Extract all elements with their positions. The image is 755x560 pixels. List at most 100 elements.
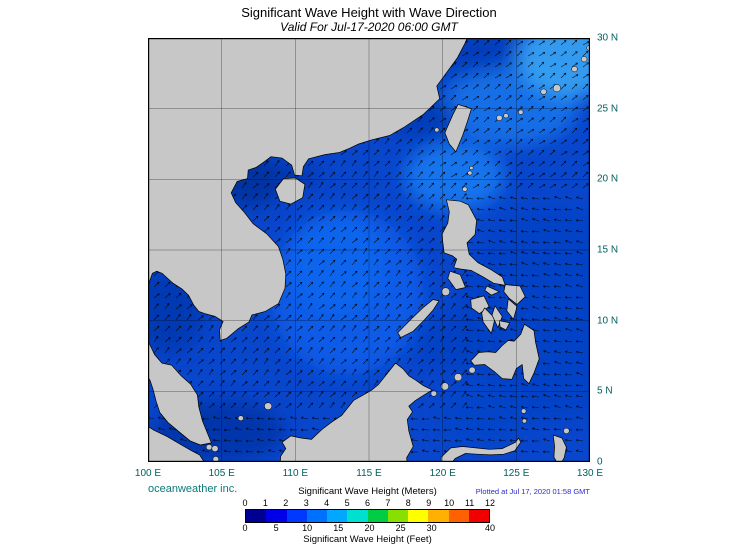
chart-title: Significant Wave Height with Wave Direct…	[241, 5, 497, 20]
colorbar-meters-tick: 6	[364, 498, 371, 508]
land-hainan	[275, 177, 306, 205]
land-layer	[137, 29, 593, 471]
colorbar-segment	[387, 510, 408, 522]
colorbar-meters-tick: 5	[344, 498, 350, 508]
y-axis-label: 30 N	[597, 32, 619, 44]
map-area	[137, 29, 593, 471]
x-axis-label: 110 E	[282, 468, 308, 479]
colorbar-segment	[468, 510, 489, 522]
small-island	[205, 444, 213, 451]
colorbar-title-meters: Significant Wave Height (Meters)	[298, 486, 437, 497]
x-axis-label: 100 E	[134, 468, 162, 479]
colorbar-meters-tick: 7	[385, 498, 391, 508]
small-island	[430, 390, 437, 397]
small-island	[462, 186, 468, 192]
colorbar-feet-tick: 10	[302, 523, 313, 533]
small-island	[521, 408, 527, 414]
colorbar-segment	[347, 510, 368, 522]
x-axis: 100 E 105 E 110 E 115 E 120 E 125 E 130 E	[135, 468, 603, 482]
colorbar-meters-tick: 11	[464, 498, 475, 508]
colorbar-segment	[428, 510, 449, 522]
colorbar-meters-ticks: 0 1 2 3 4 5 6 7 8 9 10 11 12	[242, 498, 495, 509]
land-sulawesi_north	[440, 437, 522, 469]
land-mainland_asia	[137, 29, 472, 446]
colorbar-gradient-bar	[245, 509, 490, 523]
colorbar-meters-tick: 10	[444, 498, 455, 508]
small-island	[454, 373, 463, 382]
small-island	[521, 418, 527, 424]
x-axis-label: 120 E	[429, 468, 456, 479]
land-taiwan	[444, 104, 472, 153]
colorbar-feet-tick: 15	[333, 523, 344, 533]
colorbar-meters-tick: 2	[283, 498, 289, 508]
small-island	[434, 127, 440, 133]
land-mindoro	[447, 270, 466, 290]
land-borneo	[279, 362, 433, 471]
land-palawan	[397, 299, 440, 338]
small-island	[496, 114, 503, 121]
colorbar-segment	[306, 510, 327, 522]
colorbar-feet-tick: 5	[273, 523, 279, 533]
colorbar-meters-tick: 12	[484, 498, 496, 508]
land-mindanao	[470, 323, 540, 384]
grid-lines	[148, 38, 590, 462]
land-leyte	[506, 298, 518, 320]
y-axis-label: 15 N	[597, 244, 619, 256]
x-axis-label: 125 E	[503, 468, 530, 479]
y-axis-label: 10 N	[597, 315, 619, 327]
colorbar-feet-tick: 25	[395, 523, 406, 533]
land-masbate	[484, 285, 500, 296]
colorbar-segment	[448, 510, 469, 522]
colorbar-segment	[367, 510, 388, 522]
y-axis: 30 N 25 N 20 N 15 N 10 N 5 N 0	[597, 33, 642, 468]
colorbar-segment	[327, 510, 348, 522]
small-island	[518, 109, 524, 115]
map-border	[147, 37, 591, 463]
colorbar-feet-tick: 30	[426, 523, 437, 533]
small-island	[440, 382, 449, 391]
colorbar-title-feet: Significant Wave Height (Feet)	[303, 534, 432, 545]
x-axis-label: 105 E	[208, 468, 235, 479]
y-axis-label: 25 N	[597, 103, 619, 115]
small-island	[264, 402, 273, 410]
colorbar-meters-tick: 8	[405, 498, 411, 508]
x-axis-label: 115 E	[356, 468, 382, 479]
colorbar-feet-tick: 40	[484, 523, 496, 533]
colorbar-meters-tick: 1	[262, 498, 268, 508]
land-luzon	[441, 199, 506, 286]
small-island	[571, 66, 578, 73]
small-island	[211, 445, 219, 452]
y-axis-label: 5 N	[597, 385, 613, 397]
y-axis-label: 20 N	[597, 173, 619, 185]
small-island	[503, 113, 509, 119]
land-samar	[503, 284, 526, 305]
land-bohol	[499, 320, 511, 331]
colorbar-feet-ticks: 0 5 10 15 20 25 30 40	[242, 523, 495, 534]
colorbar-meters-tick: 9	[426, 498, 432, 508]
x-axis-label: 130 E	[576, 468, 604, 479]
small-island	[469, 165, 474, 171]
small-island	[540, 88, 547, 95]
chart-subtitle: Valid For Jul-17-2020 06:00 GMT	[280, 20, 458, 34]
colorbar-meters-tick: 4	[324, 498, 330, 508]
attribution: oceanweather inc.	[148, 483, 238, 495]
y-axis-label: 0	[597, 456, 603, 468]
small-island	[467, 170, 473, 176]
small-island	[580, 56, 588, 63]
colorbar-segment	[286, 510, 307, 522]
small-island	[468, 366, 476, 374]
colorbar-meters-tick: 0	[242, 498, 248, 508]
colorbar-feet-tick: 20	[364, 523, 375, 533]
small-island	[552, 84, 561, 93]
small-island	[441, 287, 450, 296]
colorbar-segment	[246, 510, 267, 522]
small-island	[563, 427, 570, 434]
small-island	[237, 415, 244, 421]
plotted-at-timestamp: Plotted at Jul 17, 2020 01:58 GMT	[475, 487, 590, 496]
colorbar-feet-tick: 0	[242, 523, 248, 533]
colorbar-segment	[408, 510, 429, 522]
wave-map-svg	[137, 29, 593, 471]
colorbar-meters-tick: 3	[303, 498, 309, 508]
colorbar-segment	[266, 510, 287, 522]
